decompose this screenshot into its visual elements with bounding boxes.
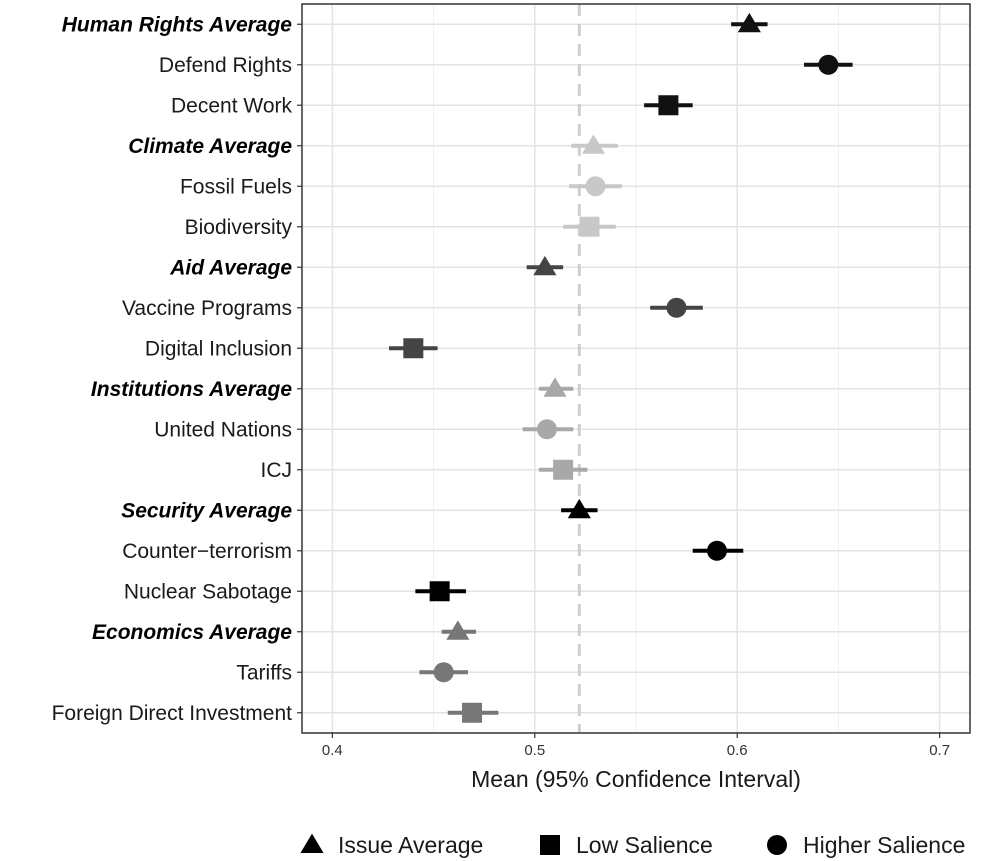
category-label: Security Average (121, 499, 292, 522)
category-label: Defend Rights (159, 54, 292, 77)
legend-square-icon (540, 835, 560, 855)
data-row (538, 377, 574, 397)
data-row (804, 54, 853, 75)
legend-label: Low Salience (576, 832, 713, 858)
point-marker (579, 216, 600, 237)
category-label: Counter−terrorism (122, 540, 292, 563)
point-marker (533, 255, 557, 276)
data-row (571, 134, 618, 154)
point-marker (429, 581, 450, 602)
point-marker (403, 338, 424, 359)
point-marker (737, 12, 761, 33)
legend-item: Issue Average (300, 832, 483, 858)
category-labels: Human Rights Average Defend Rights Decent … (52, 13, 302, 725)
data-row (569, 176, 622, 197)
category-label: Human Rights Average (62, 13, 293, 36)
x-tick-label: 0.4 (322, 742, 343, 759)
legend-item: Low Salience (540, 832, 713, 858)
category-label: Aid Average (169, 256, 292, 279)
point-marker (567, 498, 591, 519)
category-label: ICJ (261, 459, 293, 482)
x-tick-label: 0.5 (524, 742, 545, 759)
legend-label: Higher Salience (803, 832, 965, 858)
data-marks (389, 12, 853, 723)
x-axis-title: Mean (95% Confidence Interval) (471, 766, 801, 792)
category-label: Fossil Fuels (180, 175, 292, 198)
category-label: Tariffs (236, 661, 292, 684)
legend-item: Higher Salience (767, 832, 965, 858)
category-label: Climate Average (128, 135, 292, 158)
point-marker (581, 134, 606, 154)
data-row (522, 419, 574, 440)
category-label: Institutions Average (91, 378, 292, 401)
point-marker (433, 662, 454, 683)
category-label: Economics Average (92, 621, 292, 644)
data-row (731, 12, 768, 33)
legend-circle-icon (767, 835, 787, 855)
category-label: United Nations (154, 418, 292, 441)
data-row (415, 581, 466, 602)
data-row (644, 95, 693, 116)
point-marker (553, 459, 574, 480)
category-label: Biodiversity (185, 216, 293, 239)
point-marker (446, 620, 470, 640)
data-row (561, 498, 598, 519)
data-row (526, 255, 564, 276)
grid-lines (302, 4, 970, 733)
data-row (538, 459, 588, 480)
point-marker (536, 419, 557, 440)
data-row (419, 662, 468, 683)
data-row (692, 540, 744, 561)
x-tick-label: 0.7 (929, 742, 950, 759)
data-row (563, 216, 616, 237)
panel-border (301, 3, 971, 734)
point-marker (658, 95, 679, 116)
data-row (441, 620, 477, 640)
legend: Issue Average Low Salience Higher Salience (300, 832, 965, 858)
point-marker (543, 377, 567, 397)
data-row (447, 702, 499, 723)
point-marker (666, 297, 687, 318)
point-marker (462, 702, 483, 723)
legend-label: Issue Average (338, 832, 483, 858)
legend-triangle-icon (300, 833, 324, 853)
category-label: Digital Inclusion (145, 337, 292, 360)
point-marker (818, 54, 839, 75)
x-axis-ticks: 0.4 0.5 0.6 0.7 (322, 733, 950, 759)
x-tick-label: 0.6 (727, 742, 748, 759)
point-marker (706, 540, 727, 561)
data-row (389, 338, 438, 359)
category-label: Nuclear Sabotage (124, 580, 292, 603)
category-label: Decent Work (171, 94, 292, 117)
point-marker (585, 176, 606, 197)
category-label: Vaccine Programs (122, 297, 292, 320)
category-label: Foreign Direct Investment (52, 702, 293, 725)
data-row (650, 297, 703, 318)
